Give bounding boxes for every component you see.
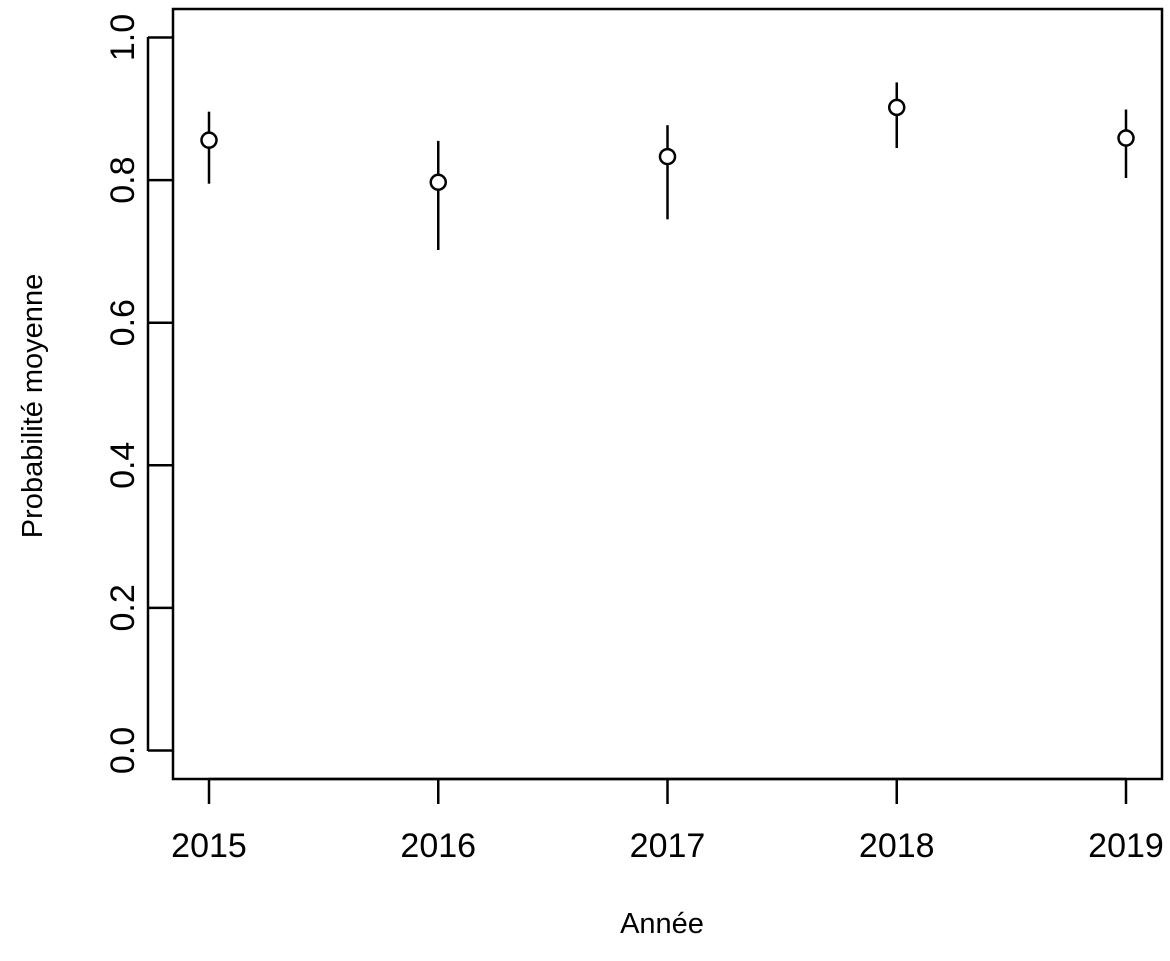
x-axis: 2015 2016 2017 2018 2019 — [171, 777, 1164, 865]
data-point — [888, 98, 906, 117]
x-tick-label: 2017 — [630, 827, 706, 865]
y-tick-label: 0.8 — [104, 156, 142, 203]
y-tick-label: 1.0 — [104, 14, 142, 61]
y-axis-title: Probabilité moyenne — [17, 274, 49, 538]
series — [200, 82, 1135, 250]
x-axis-title: Année — [620, 908, 704, 940]
y-tick-label: 0.6 — [104, 299, 142, 346]
x-tick-label: 2018 — [859, 827, 935, 865]
x-tick-label: 2015 — [171, 827, 247, 865]
data-point — [658, 147, 677, 166]
plot-frame — [171, 7, 1164, 781]
y-axis: 0.0 0.2 0.4 0.6 0.8 1.0 — [104, 14, 173, 774]
y-tick-label: 0.2 — [104, 584, 142, 631]
data-point — [200, 131, 218, 149]
data-point — [429, 173, 447, 191]
y-tick-label: 0.0 — [104, 727, 142, 774]
x-tick-label: 2016 — [400, 827, 476, 865]
data-point — [1117, 129, 1135, 147]
y-tick-label: 0.4 — [104, 442, 142, 489]
x-tick-label: 2019 — [1088, 827, 1164, 865]
